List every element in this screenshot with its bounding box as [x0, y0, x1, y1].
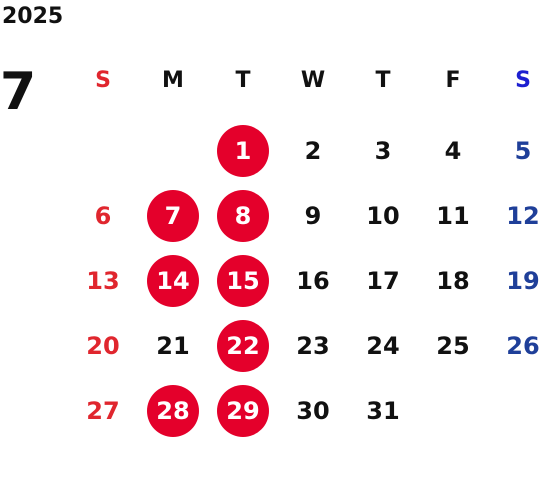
- day-number: 6: [94, 202, 112, 230]
- weekday-6: S: [515, 68, 531, 93]
- day-number: 29: [217, 385, 269, 437]
- weekday-3: W: [300, 68, 326, 93]
- day-10[interactable]: 10: [348, 188, 418, 242]
- weekday-1: M: [162, 68, 184, 93]
- day-3[interactable]: 3: [348, 123, 418, 177]
- day-number: 13: [86, 267, 120, 295]
- day-13[interactable]: 13: [68, 253, 138, 307]
- day-number: 31: [366, 397, 400, 425]
- day-27[interactable]: 27: [68, 383, 138, 437]
- day-number: 8: [217, 190, 269, 242]
- day-number: 27: [86, 397, 120, 425]
- weekday-4: T: [375, 68, 391, 93]
- day-30[interactable]: 30: [278, 383, 348, 437]
- day-number: 3: [374, 137, 392, 165]
- day-number: 18: [436, 267, 470, 295]
- day-number: 28: [147, 385, 199, 437]
- day-9[interactable]: 9: [278, 188, 348, 242]
- day-5[interactable]: 5: [488, 123, 548, 177]
- day-number: 14: [147, 255, 199, 307]
- day-26[interactable]: 26: [488, 318, 548, 372]
- marked-day-7[interactable]: 7: [138, 188, 208, 242]
- day-number: 10: [366, 202, 400, 230]
- day-21[interactable]: 21: [138, 318, 208, 372]
- day-number: 7: [147, 190, 199, 242]
- day-18[interactable]: 18: [418, 253, 488, 307]
- calendar-grid: 1 2 3 4 5 6 7 8 9 10 11 12 13 14 15 16 17 18 19 20 21 22 23 24 2…: [68, 123, 548, 443]
- day-number: 22: [217, 320, 269, 372]
- day-19[interactable]: 19: [488, 253, 548, 307]
- day-20[interactable]: 20: [68, 318, 138, 372]
- day-number: 5: [514, 137, 532, 165]
- day-number: 30: [296, 397, 330, 425]
- day-number: 25: [436, 332, 470, 360]
- day-number: 16: [296, 267, 330, 295]
- marked-day-1[interactable]: 1: [208, 123, 278, 177]
- marked-day-8[interactable]: 8: [208, 188, 278, 242]
- marked-day-28[interactable]: 28: [138, 383, 208, 437]
- day-12[interactable]: 12: [488, 188, 548, 242]
- day-2[interactable]: 2: [278, 123, 348, 177]
- day-number: 11: [436, 202, 470, 230]
- day-number: 2: [304, 137, 322, 165]
- day-number: 20: [86, 332, 120, 360]
- day-4[interactable]: 4: [418, 123, 488, 177]
- marked-day-22[interactable]: 22: [208, 318, 278, 372]
- day-number: 9: [304, 202, 322, 230]
- day-number: 1: [217, 125, 269, 177]
- day-number: 26: [506, 332, 540, 360]
- day-number: 23: [296, 332, 330, 360]
- weekday-0: S: [95, 68, 111, 93]
- day-number: 4: [444, 137, 462, 165]
- day-number: 17: [366, 267, 400, 295]
- day-11[interactable]: 11: [418, 188, 488, 242]
- day-number: 12: [506, 202, 540, 230]
- weekday-2: T: [235, 68, 251, 93]
- day-6[interactable]: 6: [68, 188, 138, 242]
- day-24[interactable]: 24: [348, 318, 418, 372]
- day-25[interactable]: 25: [418, 318, 488, 372]
- marked-day-29[interactable]: 29: [208, 383, 278, 437]
- marked-day-14[interactable]: 14: [138, 253, 208, 307]
- day-number: 15: [217, 255, 269, 307]
- day-16[interactable]: 16: [278, 253, 348, 307]
- day-17[interactable]: 17: [348, 253, 418, 307]
- marked-day-15[interactable]: 15: [208, 253, 278, 307]
- month-number: 7: [0, 62, 37, 122]
- year-label: 2025: [2, 4, 64, 29]
- day-number: 24: [366, 332, 400, 360]
- weekday-5: F: [445, 68, 461, 93]
- day-23[interactable]: 23: [278, 318, 348, 372]
- day-number: 21: [156, 332, 190, 360]
- day-number: 19: [506, 267, 540, 295]
- day-31[interactable]: 31: [348, 383, 418, 437]
